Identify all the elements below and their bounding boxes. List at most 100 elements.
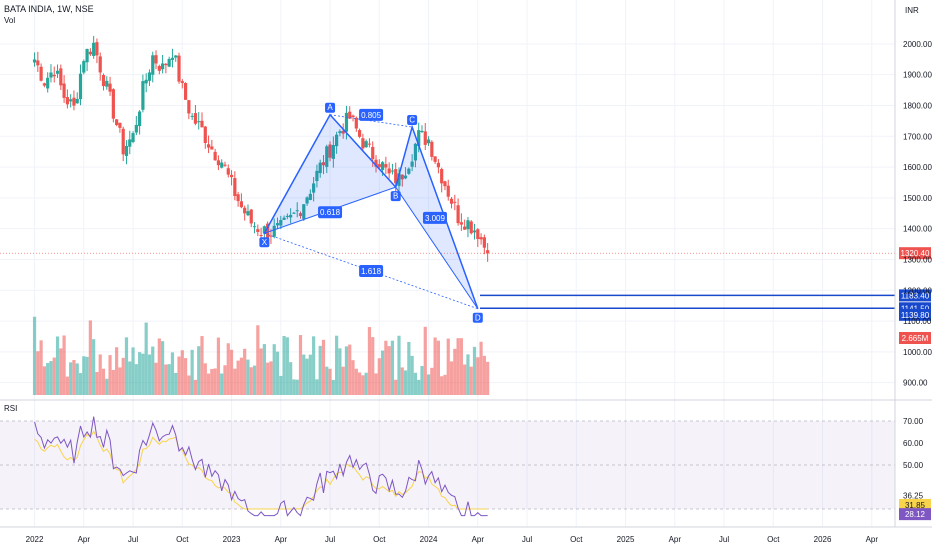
target-price-label: 1141.50 xyxy=(901,304,930,313)
volume-bar xyxy=(348,344,352,395)
volume-bar xyxy=(335,335,339,395)
candle-body xyxy=(249,209,253,224)
candle-body xyxy=(82,61,86,73)
candle-body xyxy=(387,168,391,174)
candle-body xyxy=(394,169,398,184)
pattern-point-label: X xyxy=(262,238,268,247)
candle-body xyxy=(128,139,132,147)
candle-body xyxy=(384,164,388,168)
volume-bar xyxy=(42,366,46,395)
price-tick-label: 1900.00 xyxy=(903,71,932,80)
time-tick-label: Oct xyxy=(373,535,386,544)
volume-bar xyxy=(312,336,316,395)
candle-body xyxy=(479,237,483,240)
volume-bar xyxy=(292,379,296,395)
candle-body xyxy=(151,55,155,75)
volume-bar xyxy=(279,375,283,395)
target-price-badge xyxy=(899,308,931,321)
volume-bar xyxy=(72,360,76,395)
price-tick-label: 1500.00 xyxy=(903,194,932,203)
pattern-point-badge xyxy=(407,115,418,126)
volume-bar xyxy=(361,375,365,395)
candle-body xyxy=(348,111,352,119)
time-tick-label: Jul xyxy=(719,535,729,544)
volume-bar xyxy=(410,355,414,395)
volume-bar xyxy=(193,379,198,395)
candle-body xyxy=(210,146,214,150)
candle-body xyxy=(92,42,96,56)
candle-body xyxy=(105,80,109,87)
volume-bar xyxy=(436,340,440,395)
volume-bar xyxy=(407,341,411,395)
time-tick-label: 2025 xyxy=(617,535,635,544)
volume-bar xyxy=(121,357,125,395)
symbol-title: BATA INDIA, 1W, NSE xyxy=(4,4,94,14)
rsi-tick-label: 60.00 xyxy=(903,439,924,448)
candle-body xyxy=(466,220,470,230)
candle-body xyxy=(298,213,303,216)
pattern-ratio-badge xyxy=(318,206,343,219)
candle-body xyxy=(351,115,355,118)
candle-body xyxy=(469,221,473,234)
target-price-label: 1139.80 xyxy=(901,311,930,320)
volume-value-badge xyxy=(899,332,931,344)
volume-bar xyxy=(266,362,270,395)
volume-bar xyxy=(88,320,92,395)
candle-body xyxy=(36,60,40,66)
candle-body xyxy=(46,77,50,89)
candle-body xyxy=(328,144,332,158)
candle-body xyxy=(170,57,175,60)
time-tick-label: Oct xyxy=(767,535,780,544)
volume-bar xyxy=(341,366,345,395)
time-tick-label: Jul xyxy=(128,535,138,544)
candle-body xyxy=(302,204,306,219)
volume-bar xyxy=(305,358,309,395)
volume-bar xyxy=(272,344,276,395)
candle-body xyxy=(403,175,408,179)
price-tick-label: 1000.00 xyxy=(903,348,932,357)
candle-body xyxy=(190,115,194,117)
volume-bar xyxy=(134,364,138,395)
last-price-label: 1320.40 xyxy=(901,249,930,258)
rsi-value-label: 28.12 xyxy=(905,510,926,519)
volume-bar xyxy=(190,349,194,395)
volume-bar xyxy=(62,335,66,395)
candle-body xyxy=(459,222,463,225)
candle-body xyxy=(141,81,145,110)
volume-bar xyxy=(229,349,234,395)
volume-bar xyxy=(377,358,381,395)
candle-body xyxy=(305,197,309,204)
candle-body xyxy=(75,98,79,104)
volume-bar xyxy=(380,350,385,395)
rsi-ma-line xyxy=(34,430,488,510)
candle-body xyxy=(463,226,467,230)
candle-body xyxy=(413,143,418,161)
pattern-point-badge xyxy=(472,312,483,323)
volume-bar xyxy=(403,370,408,395)
candle-body xyxy=(358,130,362,137)
volume-bar xyxy=(318,345,322,395)
volume-bar xyxy=(285,337,289,395)
volume-bar xyxy=(115,347,119,395)
volume-bar xyxy=(147,354,152,395)
candle-body xyxy=(426,139,431,144)
pattern-ratio-label: 3.009 xyxy=(425,214,446,223)
candle-body xyxy=(229,174,234,178)
candle-body xyxy=(285,215,289,217)
candle-body xyxy=(174,55,178,58)
candle-body xyxy=(243,207,247,214)
candle-body xyxy=(295,210,299,212)
volume-bar xyxy=(183,358,188,395)
candle-body xyxy=(377,164,381,168)
volume-bar xyxy=(433,337,437,395)
pattern-point-badge xyxy=(325,102,336,113)
pattern-ratio-badge xyxy=(359,265,384,278)
time-tick-label: Apr xyxy=(669,535,682,544)
time-tick-label: 2026 xyxy=(814,535,832,544)
volume-bar xyxy=(440,376,444,395)
price-tick-label: 900.00 xyxy=(903,379,928,388)
volume-bar xyxy=(321,339,326,395)
candle-body xyxy=(223,164,227,166)
